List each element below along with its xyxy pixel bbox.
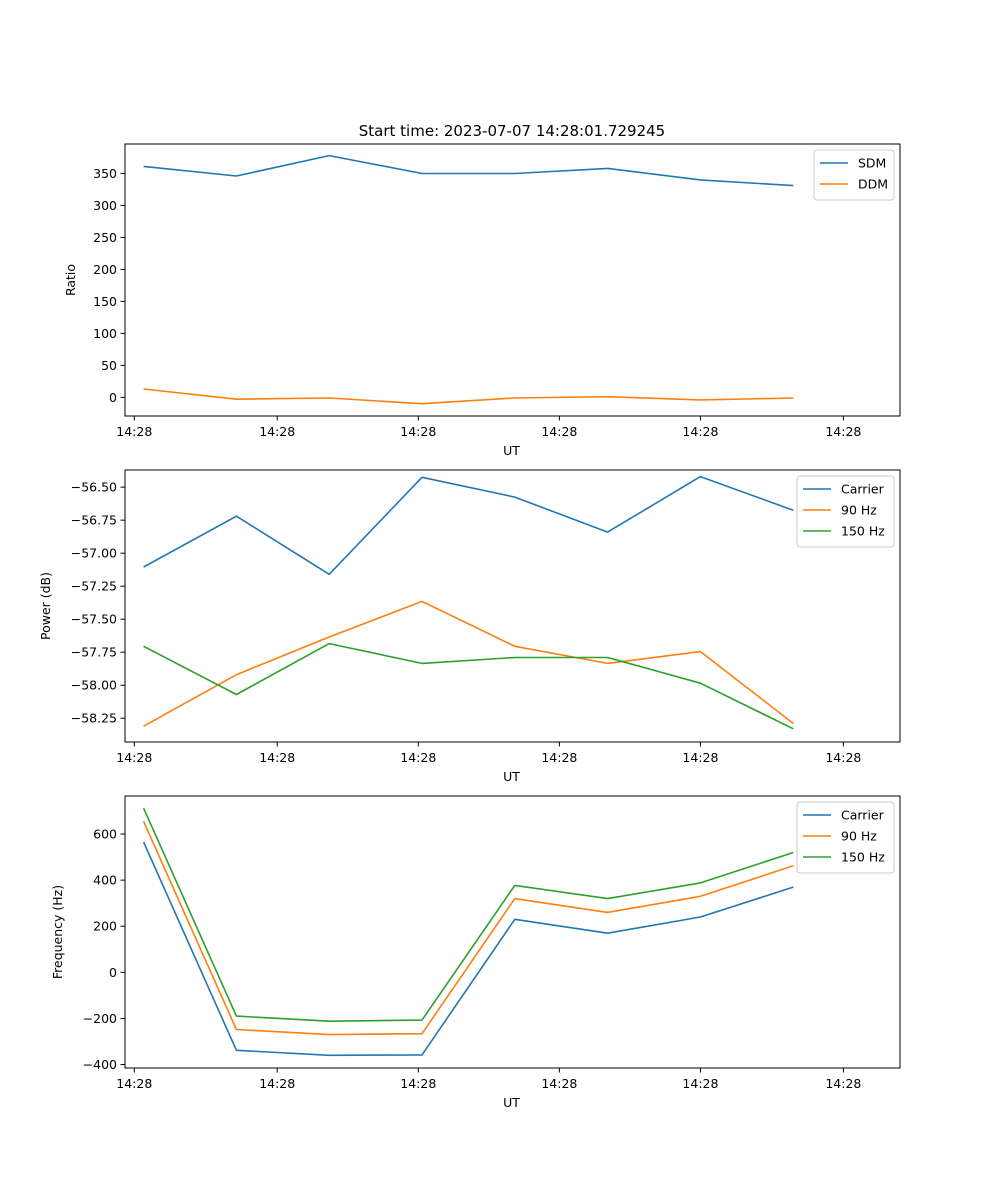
legend-box (796, 475, 895, 548)
axes-frame (124, 143, 901, 417)
y-tick-label: 300 (93, 198, 117, 213)
series-line-90-hz (143, 600, 794, 727)
legend-label: Carrier (841, 808, 885, 823)
legend-label: DDM (858, 177, 888, 192)
x-tick-label: 14:28 (116, 424, 152, 439)
x-tick-label: 14:28 (682, 424, 718, 439)
x-axis-label: UT (503, 1095, 520, 1110)
y-tick-label: 0 (109, 965, 117, 980)
axes-frame (124, 469, 901, 743)
x-tick-label: 14:28 (259, 424, 295, 439)
x-tick-label: 14:28 (541, 424, 577, 439)
x-tick-label: 14:28 (259, 750, 295, 765)
y-tick-label: −200 (83, 1011, 117, 1026)
y-tick-label: −57.25 (71, 579, 117, 594)
series-line-ddm (143, 388, 794, 405)
y-tick-label: −58.00 (71, 678, 117, 693)
y-tick-label: 600 (93, 827, 117, 842)
x-tick-label: 14:28 (400, 424, 436, 439)
y-tick-label: 0 (109, 390, 117, 405)
y-tick-label: 400 (93, 873, 117, 888)
legend: Carrier 90 Hz 150 Hz (796, 801, 895, 874)
legend-label: 150 Hz (841, 524, 885, 539)
series-line-sdm (143, 154, 794, 187)
y-tick-label: −400 (83, 1057, 117, 1072)
x-tick-label: 14:28 (116, 1076, 152, 1091)
y-tick-label: 200 (93, 262, 117, 277)
y-tick-label: 350 (93, 166, 117, 181)
x-tick-label: 14:28 (116, 750, 152, 765)
legend: Carrier 90 Hz 150 Hz (796, 475, 895, 548)
y-axis-label: Frequency (Hz) (50, 885, 65, 979)
subplot-2: 14:28 14:28 14:28 14:28 14:28 14:28 −58.25 −58.… (38, 469, 901, 784)
legend-label: Carrier (841, 482, 885, 497)
legend-box (796, 801, 895, 874)
series-line-carrier (143, 475, 794, 576)
subplot-3: 14:28 14:28 14:28 14:28 14:28 14:28 −400 −200 0 2… (50, 795, 901, 1110)
x-tick-label: 14:28 (400, 750, 436, 765)
x-tick-label: 14:28 (541, 1076, 577, 1091)
legend-label: 90 Hz (841, 829, 877, 844)
y-tick-label: −56.75 (71, 513, 117, 528)
x-axis-label: UT (503, 443, 520, 458)
y-tick-label: −58.25 (71, 711, 117, 726)
y-tick-label: −57.75 (71, 645, 117, 660)
y-axis-label: Ratio (63, 264, 78, 296)
series-line-150-hz (142, 807, 794, 1023)
y-tick-label: 250 (93, 230, 117, 245)
y-tick-label: −56.50 (71, 480, 117, 495)
x-tick-label: 14:28 (541, 750, 577, 765)
y-tick-label: 100 (93, 326, 117, 341)
legend-label: SDM (858, 156, 886, 171)
y-tick-label: 50 (101, 358, 117, 373)
x-tick-label: 14:28 (682, 1076, 718, 1091)
y-tick-label: −57.00 (71, 546, 117, 561)
x-axis-label: UT (503, 769, 520, 784)
legend-label: 90 Hz (841, 503, 877, 518)
x-tick-label: 14:28 (400, 1076, 436, 1091)
axes-frame (124, 795, 901, 1069)
subplot-1: 14:28 14:28 14:28 14:28 14:28 14:28 0 50 100 150 2… (63, 143, 901, 458)
y-tick-label: 200 (93, 919, 117, 934)
y-tick-label: 150 (93, 294, 117, 309)
legend-label: 150 Hz (841, 850, 885, 865)
y-axis-label: Power (dB) (38, 572, 53, 640)
x-tick-label: 14:28 (259, 1076, 295, 1091)
figure-title: Start time: 2023-07-07 14:28:01.729245 (359, 122, 665, 140)
x-tick-label: 14:28 (825, 750, 861, 765)
legend: SDM DDM (813, 149, 895, 201)
x-tick-label: 14:28 (682, 750, 718, 765)
series-line-90-hz (142, 821, 794, 1036)
x-tick-label: 14:28 (825, 1076, 861, 1091)
series-line-150-hz (143, 642, 794, 730)
y-tick-label: −57.50 (71, 612, 117, 627)
series-line-carrier (142, 841, 794, 1057)
x-tick-label: 14:28 (825, 424, 861, 439)
